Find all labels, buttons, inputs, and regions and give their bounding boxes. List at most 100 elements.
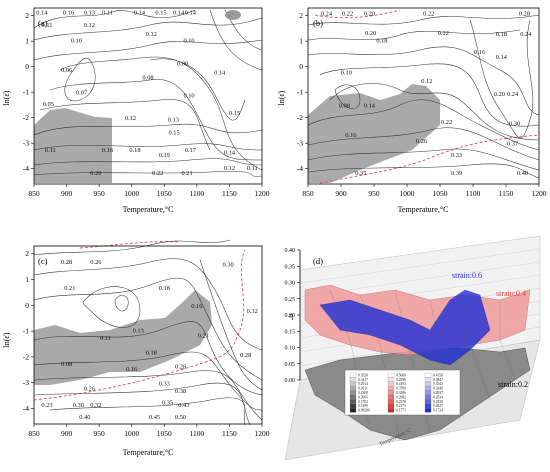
contour-label-a: 0.11 [45, 147, 56, 154]
y-tick-label-a: -3 [23, 139, 29, 148]
contour-label-a: 0.11 [42, 22, 53, 29]
y-tick-label-c: -4 [23, 404, 29, 413]
legend-swatch [424, 399, 432, 404]
contour-label-a: 0.16 [63, 9, 74, 16]
x-tick-label-c: 1000 [124, 429, 139, 438]
x-tick-label-b: 1150 [499, 189, 514, 198]
contour-label-c: 0.26 [90, 259, 101, 266]
contour-label-a: 0.20 [90, 170, 101, 177]
series-label-strain-0.6: strain:0.6 [452, 271, 482, 280]
contour-label-a: 0.19 [159, 152, 170, 159]
contour-label-c: 0.32 [90, 402, 101, 409]
contour-label-b: 0.14 [496, 54, 508, 61]
x-axis-title-c: Temperature,°C [123, 448, 174, 457]
contour-label-b: 0.33 [451, 152, 462, 159]
ticks-layer: 850 900 950 1000 1050 1100 1150 1200-4-3-2-1012… [23, 11, 547, 438]
y-tick-label-a: 0 [25, 62, 29, 71]
z-tick-label-d: 0.15 [285, 329, 296, 335]
y-tick-label-b: 0 [299, 62, 303, 71]
contour-label-a: 0.14 [214, 69, 226, 76]
contour-label-a: 0.15 [229, 110, 240, 117]
contour-label-a: 0.22 [152, 170, 163, 177]
y-tick-label-a: 2 [25, 11, 29, 20]
x-tick-label-c: 850 [28, 429, 40, 438]
y-tick-label-c: 0 [25, 301, 29, 310]
panel-d: 0.35200.32170.29140.26110.23080.20050.17… [284, 235, 541, 461]
contour-label-a: 0.14 [134, 9, 146, 16]
plot-frame-a [33, 7, 263, 185]
legend-swatches [349, 372, 432, 413]
legend-value: 0.5000 [396, 373, 406, 377]
y-tick-label-a: 1 [25, 37, 29, 46]
contour-label-c: 0.08 [61, 361, 72, 368]
contour-label-a: 0.14 [224, 150, 236, 157]
contour-label-a: 0.12 [84, 22, 95, 29]
legend-swatch [387, 372, 395, 378]
legend-value: 0.4150 [433, 373, 443, 377]
contour-label-c: 0.38 [175, 388, 186, 395]
contour-label-a: 0.09 [177, 60, 188, 67]
contour-label-c: 0.21 [64, 285, 75, 292]
legend-values: 0.35200.32170.29140.26110.23080.20050.17… [358, 373, 443, 412]
contour-label-c: 0.18 [159, 285, 170, 292]
z-tick-label-d: 0.40 [285, 248, 296, 254]
contour-label-b: 0.24 [507, 91, 519, 98]
contour-label-b: 0.20 [364, 11, 375, 18]
contour-label-c: 0.30 [73, 402, 84, 409]
contour-label-c: 0.21 [198, 333, 209, 340]
panel-b [307, 9, 540, 184]
x-tick-label-a: 850 [28, 189, 40, 198]
x-tick-label-b: 900 [335, 189, 347, 198]
contour-label-a: 0.11 [102, 9, 113, 16]
contour-label-b: 0.22 [441, 119, 452, 126]
x-tick-label-c: 1050 [157, 429, 172, 438]
legend-swatch [349, 394, 357, 400]
contour-label-c: 0.30 [223, 262, 234, 269]
legend-value: 0.2005 [358, 395, 368, 399]
x-tick-label-c: 950 [94, 429, 106, 438]
legend-value: 0.09280 [358, 409, 370, 413]
contour-label-b: 0.22 [438, 30, 449, 37]
contour-label-a: 0.06 [61, 67, 72, 74]
legend-value: 0.1724 [433, 409, 443, 413]
contour-label-c: 0.43 [178, 402, 189, 409]
legend-value: 0.2027 [433, 404, 443, 408]
legend-swatch [387, 408, 395, 413]
contour-label-c: 0.45 [149, 414, 160, 421]
legend-value: 0.4193 [396, 382, 406, 386]
legend-value: 0.2937 [433, 391, 443, 395]
contour-label-b: 0.12 [421, 78, 432, 85]
x-tick-label-b: 1200 [532, 189, 547, 198]
axes-layer [33, 7, 540, 425]
contour-label-a: 0.10 [183, 37, 194, 44]
legend-swatch [424, 403, 432, 409]
contour-lines-b [307, 14, 540, 179]
panel-label-a: (a) [38, 18, 48, 28]
contour-label-a: 0.14 [185, 9, 197, 16]
contour-label-a: 0.07 [76, 90, 88, 97]
contour-label-b: 0.24 [520, 31, 532, 38]
legend-swatch [424, 372, 432, 378]
legend-swatch [349, 381, 357, 387]
y-tick-label-b: -2 [297, 113, 303, 122]
legend-swatch [424, 394, 432, 400]
legend-value: 0.1399 [358, 404, 368, 408]
x-axis-title-a: Temperature,°C [123, 205, 174, 214]
contour-label-b: 0.14 [364, 102, 376, 109]
contour-label-a: 0.15 [168, 129, 179, 136]
x-tick-label-b: 950 [368, 189, 380, 198]
y-tick-label-c: -2 [23, 352, 29, 361]
contour-label-a: 0.21 [181, 170, 192, 177]
legend-value: 0.3386 [396, 391, 406, 395]
panel-a [33, 9, 263, 183]
contour-label-c: 0.35 [162, 400, 173, 407]
contour-label-c: 0.33 [159, 380, 170, 387]
x-tick-label-c: 1100 [189, 429, 204, 438]
z-tick-label-d: 0.35 [285, 264, 296, 270]
legend-swatch [349, 408, 357, 413]
contour-label-b: 0.20 [365, 30, 376, 37]
contour-lines-c [33, 239, 263, 426]
y-tick-label-b: -4 [297, 164, 303, 173]
x-tick-label-a: 1100 [189, 189, 204, 198]
